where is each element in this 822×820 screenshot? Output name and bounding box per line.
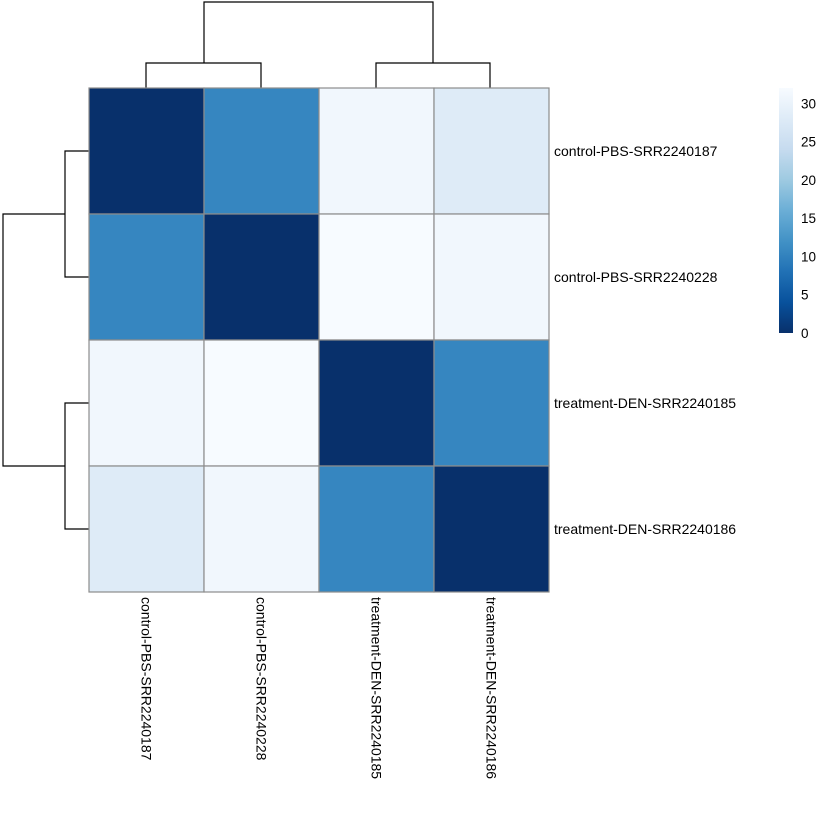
heatmap-cell-r3-c3 [433,465,550,593]
heatmap-cell-r0-c0 [88,87,205,215]
heatmap-cell-r1-c2 [318,213,435,341]
row-label: control-PBS-SRR2240187 [554,143,718,159]
legend-tick-label: 15 [801,211,816,226]
column-labels: control-PBS-SRR2240187 control-PBS-SRR224… [139,597,500,779]
heatmap-cell-r0-c1 [203,87,320,215]
heatmap-cell-r1-c0 [88,213,205,341]
heatmap-cell-r3-c0 [88,465,205,593]
row-label: control-PBS-SRR2240228 [554,269,718,285]
legend-color-bar [779,88,793,333]
heatmap-cell-r0-c3 [433,87,550,215]
heatmap-cell-r2-c3 [433,339,550,467]
legend-tick-label: 0 [801,326,809,341]
heatmap-cell-r0-c2 [318,87,435,215]
row-dendrogram-branch [2,213,65,467]
legend-tick-label: 5 [801,288,809,303]
color-legend: 30 25 20 15 10 5 0 [779,88,816,341]
row-dendrogram-branch [64,402,89,530]
column-dendrogram [145,1,491,88]
heatmap-cell-r1-c3 [433,213,550,341]
column-dendrogram-branch [375,62,491,88]
heatmap-cell-r2-c2 [318,339,435,467]
column-dendrogram-branch [203,1,434,63]
legend-tick-label: 20 [801,173,816,188]
row-dendrogram-branch [64,150,89,278]
heatmap-cells [88,87,550,593]
heatmap-cell-r3-c2 [318,465,435,593]
column-dendrogram-branch [145,62,262,88]
legend-tick-label: 25 [801,135,816,150]
heatmap-cell-r3-c1 [203,465,320,593]
column-label: treatment-DEN-SRR2240185 [369,597,385,779]
row-dendrogram [2,150,89,530]
column-label: control-PBS-SRR2240228 [254,597,270,761]
heatmap-cell-r2-c1 [203,339,320,467]
legend-tick-label: 30 [801,96,816,111]
row-label: treatment-DEN-SRR2240185 [554,395,736,411]
heatmap-cell-r2-c0 [88,339,205,467]
column-label: treatment-DEN-SRR2240186 [484,597,500,779]
column-label: control-PBS-SRR2240187 [139,597,155,761]
legend-tick-label: 10 [801,249,816,264]
row-labels: control-PBS-SRR2240187 control-PBS-SRR224… [554,143,736,537]
heatmap-cell-r1-c1 [203,213,320,341]
row-label: treatment-DEN-SRR2240186 [554,521,736,537]
